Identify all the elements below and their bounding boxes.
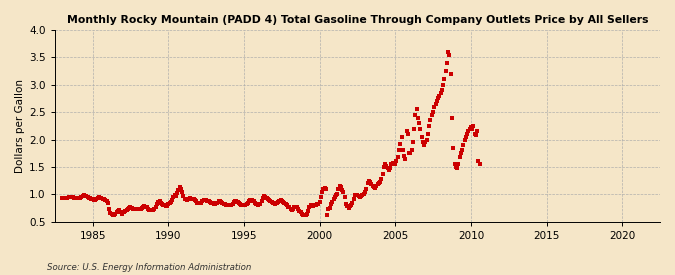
Y-axis label: Dollars per Gallon: Dollars per Gallon: [15, 79, 25, 173]
Text: Source: U.S. Energy Information Administration: Source: U.S. Energy Information Administ…: [47, 263, 252, 272]
Title: Monthly Rocky Mountain (PADD 4) Total Gasoline Through Company Outlets Price by : Monthly Rocky Mountain (PADD 4) Total Ga…: [67, 15, 648, 25]
